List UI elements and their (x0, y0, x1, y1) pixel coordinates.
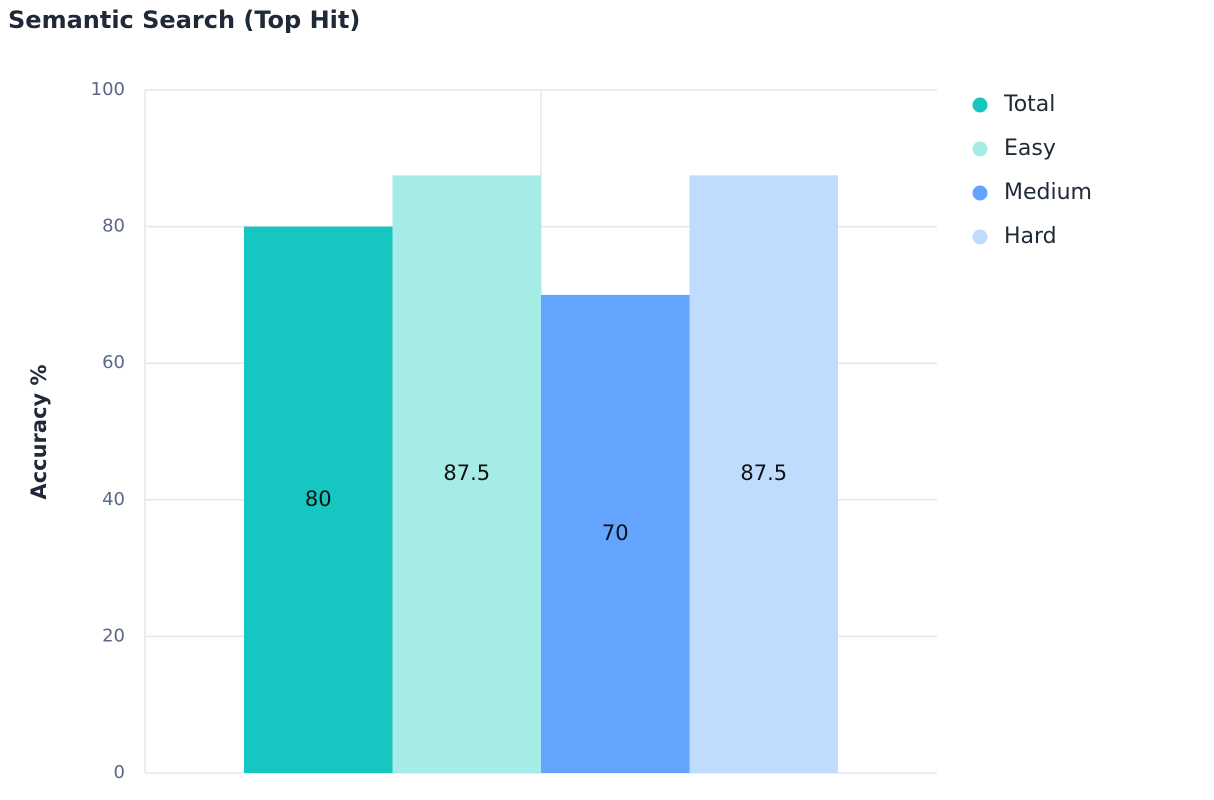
y-tick-label: 20 (102, 625, 125, 646)
legend-label: Easy (1004, 136, 1056, 161)
y-tick-label: 60 (102, 352, 125, 373)
bar (541, 294, 690, 773)
y-axis-label: Accuracy % (27, 364, 51, 499)
legend-label: Medium (1004, 180, 1092, 205)
y-tick-label: 100 (91, 79, 125, 100)
data-label: 80 (305, 487, 332, 511)
data-label: 70 (602, 521, 629, 545)
legend-label: Hard (1004, 224, 1057, 249)
bar (392, 175, 541, 773)
bar (244, 226, 393, 774)
chart-title: Semantic Search (Top Hit) (8, 6, 360, 34)
legend-swatch (972, 185, 988, 201)
data-label: 87.5 (740, 461, 787, 485)
legend-swatch (972, 141, 988, 157)
y-tick-label: 40 (102, 489, 125, 510)
data-label: 87.5 (443, 461, 490, 485)
bar (689, 175, 838, 773)
legend-swatch (972, 229, 988, 245)
y-tick-label: 80 (102, 216, 125, 237)
legend-label: Total (1003, 92, 1055, 117)
y-tick-label: 0 (114, 762, 125, 783)
legend-swatch (972, 97, 988, 113)
